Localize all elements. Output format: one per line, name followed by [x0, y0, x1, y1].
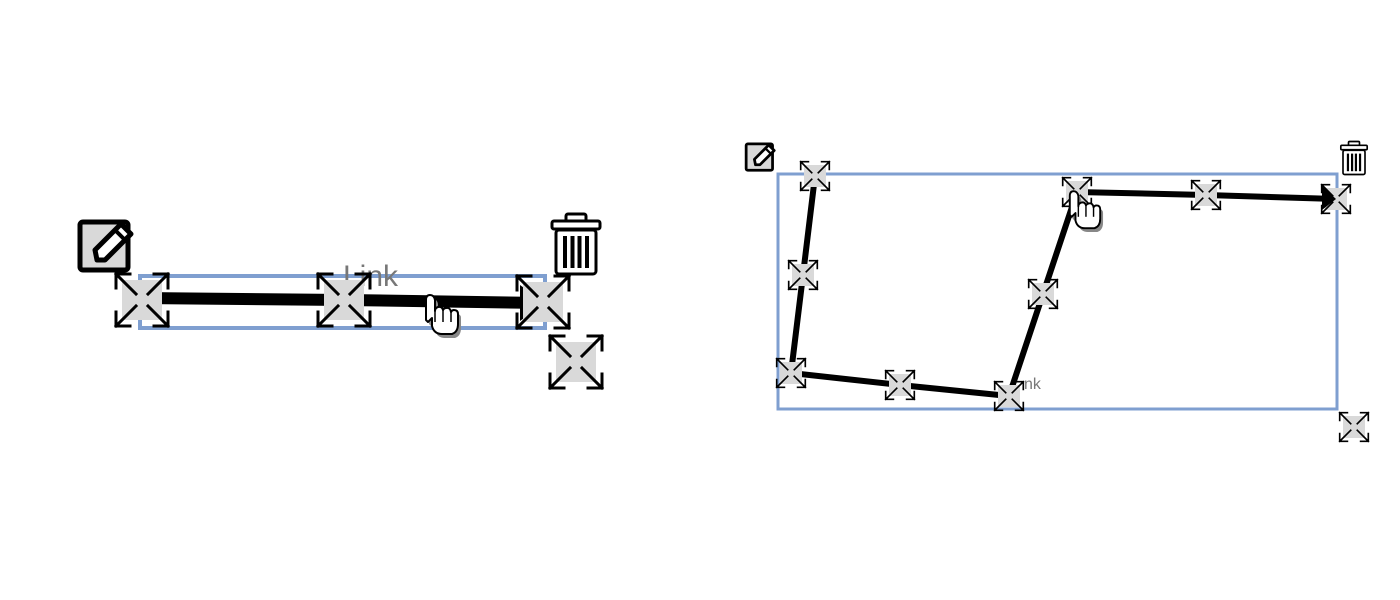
edit-icon[interactable]: [744, 142, 776, 172]
link-label: nk: [1024, 376, 1042, 393]
move-handle-icon[interactable]: [775, 357, 807, 389]
trash-icon[interactable]: [1339, 140, 1369, 176]
trash-icon[interactable]: [550, 212, 602, 276]
left-link-panel: Link: [80, 212, 604, 390]
resize-icon[interactable]: [1338, 411, 1370, 443]
link-line[interactable]: [787, 175, 1337, 400]
move-handle-icon[interactable]: [799, 160, 831, 192]
edit-icon[interactable]: [80, 222, 131, 270]
move-handle-icon[interactable]: [1027, 278, 1059, 310]
selection-border: [776, 172, 1339, 411]
move-handle-icon[interactable]: [787, 259, 819, 291]
resize-icon[interactable]: [548, 334, 604, 390]
move-handle-icon[interactable]: [515, 274, 571, 330]
move-handle-icon[interactable]: [884, 369, 916, 401]
move-handle-icon[interactable]: [316, 272, 372, 328]
move-handle-icon[interactable]: [114, 272, 170, 328]
link-arrowhead: [1322, 186, 1336, 210]
right-link-panel: nk: [744, 140, 1370, 443]
move-handle-icon[interactable]: [993, 380, 1025, 412]
move-handle-icon[interactable]: [1190, 179, 1222, 211]
